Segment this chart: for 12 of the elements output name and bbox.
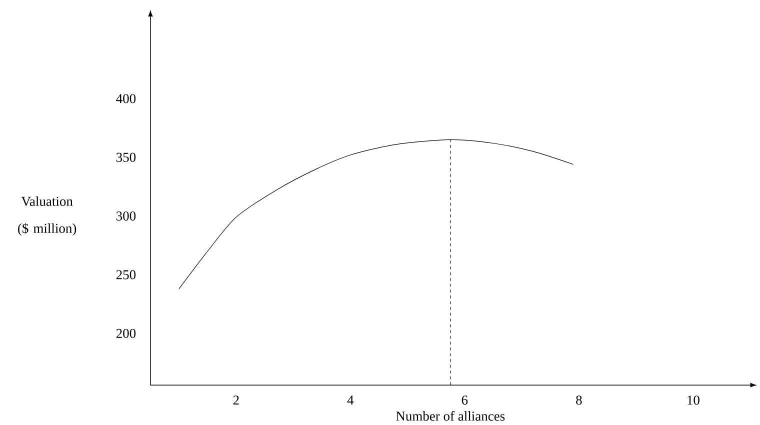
x-tick-label: 6 [462,395,468,405]
y-tick-label: 300 [116,211,136,220]
y-tick-label: 200 [116,328,136,338]
text: Valuation ($ million) [18,196,76,236]
x-axis-title: Number of alliances [396,410,505,421]
x-tick-label: 8 [576,395,582,405]
x-tick-label: 10 [688,395,700,405]
x-tick-label: 2 [233,395,239,404]
x-tick-label: 4 [347,395,354,404]
y-tick-label: 250 [116,270,136,280]
y-tick-label: 400 [116,94,136,104]
y-tick-label: 350 [116,152,136,162]
